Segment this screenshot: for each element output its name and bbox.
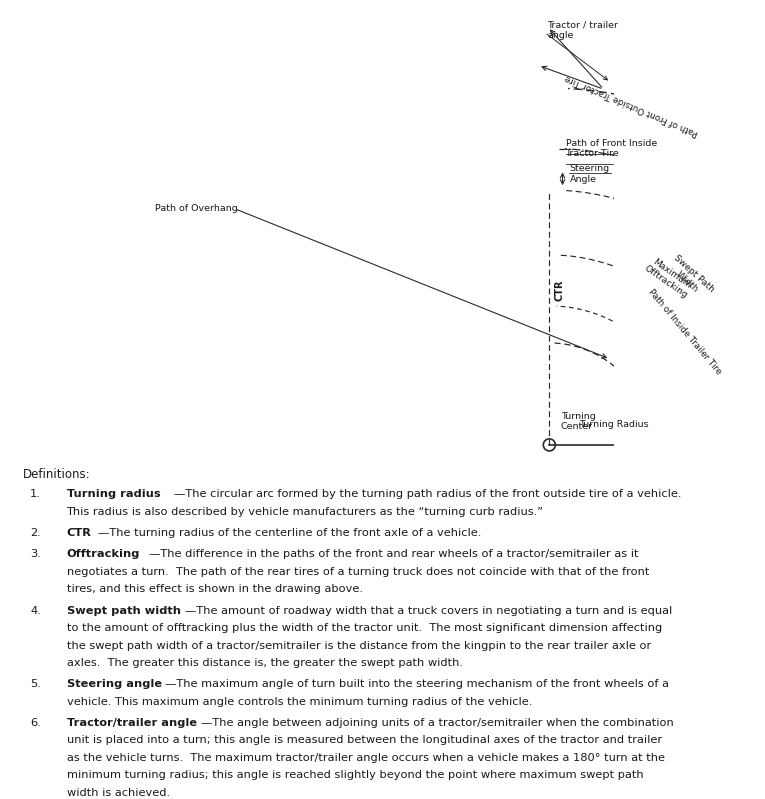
Text: minimum turning radius; this angle is reached slightly beyond the point where ma: minimum turning radius; this angle is re… <box>67 770 643 781</box>
Text: Tractor/trailer angle: Tractor/trailer angle <box>67 718 197 728</box>
Text: Steering angle: Steering angle <box>67 679 161 690</box>
Text: Swept path width: Swept path width <box>67 606 181 615</box>
Text: as the vehicle turns.  The maximum tractor/trailer angle occurs when a vehicle m: as the vehicle turns. The maximum tracto… <box>67 753 665 763</box>
Polygon shape <box>718 364 734 376</box>
Text: axles.  The greater this distance is, the greater the swept path width.: axles. The greater this distance is, the… <box>67 658 463 668</box>
Text: negotiates a turn.  The path of the rear tires of a turning truck does not coinc: negotiates a turn. The path of the rear … <box>67 566 649 577</box>
Polygon shape <box>695 174 706 192</box>
Text: 5.: 5. <box>30 679 41 690</box>
Polygon shape <box>746 284 760 299</box>
Text: Path of Front Outside Tractor Tire: Path of Front Outside Tractor Tire <box>564 73 700 137</box>
Text: —The difference in the paths of the front and rear wheels of a tractor/semitrail: —The difference in the paths of the fron… <box>148 550 638 559</box>
Polygon shape <box>719 133 731 149</box>
Polygon shape <box>689 290 704 305</box>
Text: Turning
Center: Turning Center <box>561 412 596 431</box>
Polygon shape <box>643 151 652 169</box>
Text: —The turning radius of the centerline of the front axle of a vehicle.: —The turning radius of the centerline of… <box>98 528 481 539</box>
Text: Tractor / trailer
angle: Tractor / trailer angle <box>547 21 618 40</box>
Text: Turning Radius: Turning Radius <box>579 419 649 428</box>
Text: Definitions:: Definitions: <box>23 468 90 482</box>
Text: 3.: 3. <box>30 550 41 559</box>
Text: Swept Path
Width: Swept Path Width <box>665 253 716 302</box>
Text: Offtracking: Offtracking <box>67 550 140 559</box>
Polygon shape <box>675 382 692 393</box>
Text: Path of Front Inside
Tractor Tire: Path of Front Inside Tractor Tire <box>565 138 657 158</box>
Text: CTR: CTR <box>555 280 565 301</box>
Text: 1.: 1. <box>30 490 41 499</box>
Text: tires, and this effect is shown in the drawing above.: tires, and this effect is shown in the d… <box>67 584 363 594</box>
Text: —The angle between adjoining units of a tractor/semitrailer when the combination: —The angle between adjoining units of a … <box>201 718 674 728</box>
Polygon shape <box>683 407 700 418</box>
Text: unit is placed into a turn; this angle is measured between the longitudinal axes: unit is placed into a turn; this angle i… <box>67 735 662 745</box>
Text: 6.: 6. <box>30 718 41 728</box>
Text: Path of Overhang: Path of Overhang <box>155 204 238 213</box>
Text: Turning radius: Turning radius <box>67 490 160 499</box>
Text: width is achieved.: width is achieved. <box>67 788 170 797</box>
Text: —The circular arc formed by the turning path radius of the front outside tire of: —The circular arc formed by the turning … <box>174 490 682 499</box>
Text: 4.: 4. <box>30 606 41 615</box>
Polygon shape <box>722 257 737 272</box>
Text: Maximum
Offtracking: Maximum Offtracking <box>643 256 695 300</box>
Text: This radius is also described by vehicle manufacturers as the “turning curb radi: This radius is also described by vehicle… <box>67 507 544 517</box>
Text: CTR: CTR <box>67 528 92 539</box>
Text: the swept path width of a tractor/semitrailer is the distance from the kingpin t: the swept path width of a tractor/semitr… <box>67 641 651 650</box>
Text: —The maximum angle of turn built into the steering mechanism of the front wheels: —The maximum angle of turn built into th… <box>164 679 669 690</box>
Polygon shape <box>728 396 745 407</box>
Text: —The amount of roadway width that a truck covers in negotiating a turn and is eq: —The amount of roadway width that a truc… <box>185 606 672 615</box>
Polygon shape <box>659 103 669 121</box>
Text: to the amount of offtracking plus the width of the tractor unit.  The most signi: to the amount of offtracking plus the wi… <box>67 623 662 633</box>
Text: Steering
Angle: Steering Angle <box>569 165 610 184</box>
Text: vehicle. This maximum angle controls the minimum turning radius of the vehicle.: vehicle. This maximum angle controls the… <box>67 697 532 706</box>
Polygon shape <box>708 312 723 327</box>
Text: 2.: 2. <box>30 528 41 539</box>
Text: Path of Inside Trailer Tire: Path of Inside Trailer Tire <box>646 288 722 376</box>
